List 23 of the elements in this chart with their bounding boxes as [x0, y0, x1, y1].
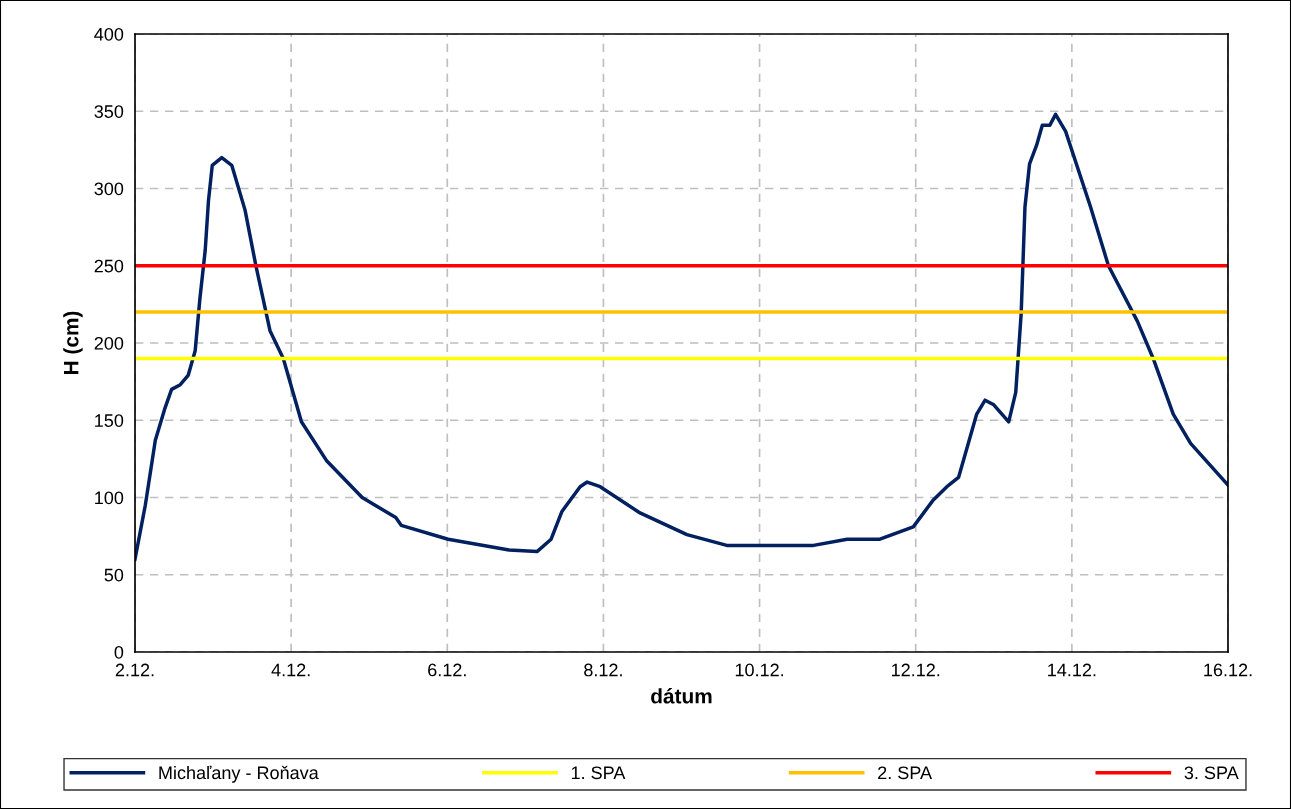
y-tick-label: 400: [94, 27, 124, 41]
legend-label: 3. SPA: [1184, 766, 1239, 780]
y-tick-label: 150: [95, 414, 124, 427]
y-tick-label: 300: [94, 182, 124, 196]
x-tick-label: 10.12.: [735, 663, 784, 677]
y-tick-label: 100: [95, 491, 124, 505]
legend-label: 2. SPA: [878, 766, 933, 780]
y-tick-label: 350: [94, 105, 124, 118]
x-tick-label: 4.12.: [271, 663, 310, 677]
x-tick-label: 14.12.: [1048, 663, 1096, 677]
y-tick-label: 200: [94, 336, 124, 350]
x-tick-label: 2.12.: [115, 663, 154, 677]
y-axis-title: H (cm): [63, 311, 83, 375]
x-axis-title: dátum: [651, 688, 712, 704]
y-tick-label: 0: [114, 645, 124, 659]
legend-label: Michaľany - Roňava: [159, 765, 319, 783]
legend-label: 1. SPA: [571, 766, 626, 780]
x-tick-label: 16.12.: [1204, 663, 1252, 677]
x-tick-label: 8.12.: [584, 663, 622, 677]
y-tick-label: 50: [104, 568, 124, 582]
y-tick-label: 250: [94, 259, 124, 273]
x-tick-label: 6.12.: [428, 663, 466, 677]
x-tick-label: 12.12.: [891, 663, 940, 677]
